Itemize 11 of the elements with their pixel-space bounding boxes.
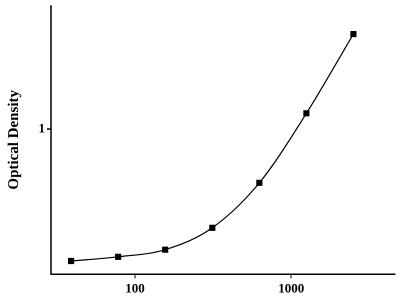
point (350, 30, 356, 38)
text: 1 (38, 120, 45, 136)
point (162, 246, 168, 253)
x-tick-label: 100 (125, 280, 145, 296)
x-tick-label: 1000 (278, 280, 304, 296)
point (115, 254, 122, 260)
point (68, 258, 74, 264)
y-axis-title: Optical Density (6, 90, 22, 190)
point (303, 110, 310, 116)
point (209, 224, 216, 231)
point (256, 180, 262, 186)
